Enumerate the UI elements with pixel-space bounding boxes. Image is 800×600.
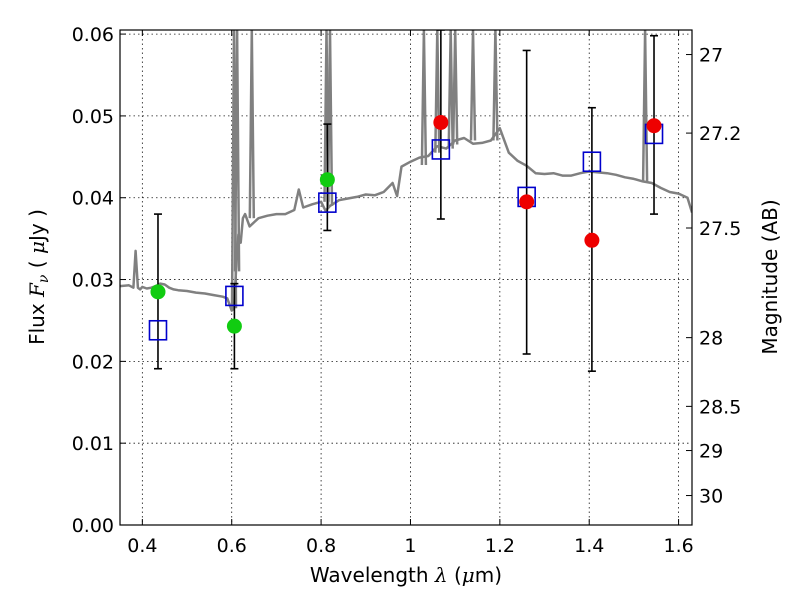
y-tick-label: 0.02 bbox=[72, 351, 114, 373]
observed-point bbox=[646, 118, 662, 134]
x-tick-label: 1.4 bbox=[574, 535, 604, 557]
observed-point bbox=[519, 194, 535, 210]
spectrum-spike bbox=[434, 30, 441, 153]
observed-point bbox=[150, 284, 166, 300]
y-tick-label: 0.00 bbox=[72, 515, 114, 537]
y2-tick-label: 30 bbox=[699, 486, 723, 508]
y-tick-labels: 0.00 0.01 0.02 0.03 0.04 0.05 0.06 bbox=[72, 24, 114, 537]
model-photometry-square bbox=[225, 285, 244, 307]
model-photometry-square bbox=[148, 319, 168, 341]
grid bbox=[120, 30, 692, 526]
x-tick-label: 1 bbox=[404, 535, 416, 557]
y-axis-label: Flux Fν ( μJy ) bbox=[25, 209, 52, 345]
y2-tick-label: 29 bbox=[699, 441, 723, 463]
x-tick-label: 1.6 bbox=[663, 535, 693, 557]
model-photometry-square bbox=[431, 139, 451, 160]
y2-tick-labels: 27 27.2 27.5 28 28.5 29 30 bbox=[699, 45, 741, 508]
y2-tick-label: 27 bbox=[699, 45, 723, 67]
spectrum-spike bbox=[233, 30, 241, 272]
spectrum-spike bbox=[420, 30, 428, 166]
y2-tick-label: 28 bbox=[699, 328, 723, 350]
x-tick-labels: 0.4 0.6 0.8 1 1.2 1.4 1.6 bbox=[127, 535, 693, 557]
spectrum-line bbox=[120, 126, 692, 312]
model-photometry-square bbox=[318, 192, 337, 213]
axis-ticks bbox=[120, 30, 692, 526]
marker-layer bbox=[148, 114, 664, 341]
y-tick-label: 0.04 bbox=[72, 188, 114, 210]
spectrum-spike bbox=[451, 30, 459, 145]
observed-point bbox=[226, 318, 242, 334]
x-tick-label: 1.2 bbox=[485, 535, 515, 557]
spectrum-spike bbox=[326, 30, 334, 206]
spectrum-spike bbox=[492, 30, 499, 141]
spectrum-spike bbox=[469, 30, 477, 141]
x-tick-label: 0.6 bbox=[217, 535, 247, 557]
y2-tick-label: 27.5 bbox=[699, 218, 741, 240]
y-tick-label: 0.03 bbox=[72, 270, 114, 292]
spectrum-spike bbox=[248, 30, 256, 219]
plot-area bbox=[120, 30, 692, 372]
y2-tick-label: 27.2 bbox=[699, 123, 741, 145]
observed-point bbox=[319, 172, 335, 188]
model-photometry-square bbox=[582, 151, 602, 173]
spectrum-spike bbox=[447, 30, 454, 149]
spectrum-spike bbox=[641, 30, 649, 182]
plot-frame bbox=[119, 29, 693, 526]
y-tick-label: 0.06 bbox=[72, 24, 114, 46]
x-tick-label: 0.8 bbox=[306, 535, 336, 557]
y-tick-label: 0.05 bbox=[72, 106, 114, 128]
observed-point bbox=[584, 232, 600, 248]
observed-point bbox=[433, 114, 449, 130]
x-axis-label: Wavelength λ (μm) bbox=[310, 563, 502, 587]
y-tick-label: 0.01 bbox=[72, 433, 114, 455]
y2-axis-label: Magnitude (AB) bbox=[758, 199, 782, 354]
x-tick-label: 0.4 bbox=[127, 535, 157, 557]
y2-tick-label: 28.5 bbox=[699, 396, 741, 418]
